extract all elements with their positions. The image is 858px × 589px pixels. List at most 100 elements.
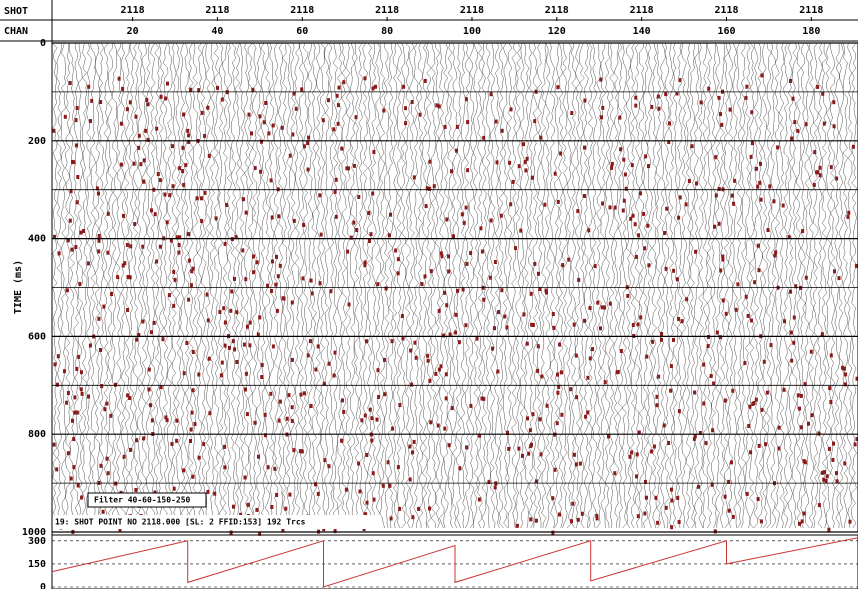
panel-tick-label: 0: [40, 582, 46, 589]
wiggle-fill: [114, 382, 117, 387]
wiggle-fill: [74, 143, 78, 148]
wiggle-fill: [754, 397, 758, 402]
wiggle-fill: [596, 300, 600, 305]
wiggle-trace: [562, 42, 568, 529]
wiggle-fill: [728, 107, 732, 112]
wiggle-fill: [643, 246, 647, 251]
wiggle-fill: [248, 320, 252, 325]
wiggle-fill: [365, 339, 369, 344]
wiggle-fill: [409, 348, 413, 353]
wiggle-fill: [755, 166, 758, 171]
wiggle-fill: [270, 259, 274, 264]
wiggle-fill: [189, 439, 192, 443]
wiggle-trace: [69, 42, 75, 529]
wiggle-trace: [145, 42, 152, 529]
wiggle-fill: [175, 418, 179, 423]
wiggle-trace: [787, 42, 793, 529]
wiggle-fill: [376, 368, 380, 373]
wiggle-fill: [667, 140, 671, 145]
wiggle-fill: [408, 477, 412, 482]
wiggle-fill: [495, 160, 499, 165]
wiggle-fill: [588, 356, 592, 361]
wiggle-fill: [327, 98, 330, 103]
wiggle-fill: [509, 202, 513, 207]
wiggle-trace: [757, 42, 764, 529]
wiggle-fill: [574, 462, 578, 467]
wiggle-fill: [650, 449, 654, 454]
wiggle-fill: [316, 491, 320, 496]
wiggle-fill: [508, 160, 512, 165]
wiggle-fill: [360, 418, 364, 423]
wiggle-fill: [743, 361, 747, 365]
wiggle-trace: [81, 42, 88, 529]
wiggle-fill: [634, 95, 638, 100]
wiggle-trace: [303, 42, 309, 529]
wiggle-fill: [560, 370, 563, 375]
wiggle-fill: [193, 422, 197, 426]
wiggle-trace: [400, 42, 407, 529]
wiggle-fill: [456, 288, 460, 293]
wiggle-fill: [793, 120, 797, 125]
wiggle-fill: [527, 451, 531, 456]
wiggle-fill: [559, 151, 563, 156]
wiggle-fill: [417, 506, 421, 511]
wiggle-fill: [253, 166, 257, 170]
wiggle-fill: [677, 520, 681, 524]
wiggle-trace: [137, 42, 143, 529]
wiggle-fill: [577, 277, 581, 282]
wiggle-trace: [120, 42, 126, 529]
wiggle-fill: [757, 443, 761, 448]
wiggle-trace: [647, 42, 653, 529]
wiggle-trace: [596, 42, 602, 529]
wiggle-fill: [142, 436, 146, 441]
wiggle-fill: [413, 340, 417, 345]
wiggle-fill: [383, 392, 387, 397]
wiggle-fill: [759, 519, 763, 524]
wiggle-fill: [121, 263, 125, 268]
wiggle-fill: [122, 213, 125, 218]
wiggle-fill: [270, 215, 274, 220]
wiggle-fill: [72, 465, 76, 470]
wiggle-trace: [201, 42, 207, 529]
wiggle-fill: [551, 496, 555, 501]
wiggle-fill: [639, 315, 643, 320]
panel-line: [51, 537, 858, 588]
wiggle-fill: [731, 388, 735, 393]
wiggle-fill: [580, 511, 584, 516]
wiggle-fill: [570, 111, 574, 115]
wiggle-fill: [190, 410, 194, 415]
wiggle-fill: [796, 128, 800, 133]
wiggle-fill: [835, 176, 839, 181]
wiggle-fill: [187, 232, 190, 237]
wiggle-fill: [524, 168, 528, 173]
wiggle-fill: [750, 318, 753, 323]
wiggle-fill: [205, 292, 209, 297]
wiggle-fill: [517, 164, 521, 169]
wiggle-fill: [260, 375, 264, 379]
wiggle-trace: [362, 42, 368, 529]
wiggle-trace: [617, 42, 624, 529]
wiggle-fill: [156, 172, 160, 176]
wiggle-fill: [570, 519, 573, 524]
wiggle-fill: [258, 315, 262, 320]
wiggle-trace: [332, 42, 339, 529]
wiggle-fill: [244, 210, 248, 215]
wiggle-trace: [366, 42, 373, 529]
wiggle-fill: [831, 457, 835, 462]
wiggle-fill: [829, 165, 833, 170]
y-tick-label: 800: [28, 429, 46, 440]
wiggle-fill: [53, 234, 56, 239]
wiggle-fill: [817, 503, 821, 508]
wiggle-fill: [435, 103, 439, 108]
wiggle-fill: [782, 387, 786, 392]
wiggle-trace: [167, 42, 173, 529]
wiggle-trace: [727, 42, 734, 529]
wiggle-fill: [363, 260, 367, 265]
wiggle-fill: [551, 312, 555, 316]
wiggle-trace: [634, 42, 641, 529]
wiggle-fill: [437, 367, 441, 372]
wiggle-fill: [244, 387, 247, 392]
wiggle-trace: [515, 42, 522, 529]
wiggle-fill: [292, 91, 296, 96]
wiggle-trace: [51, 42, 58, 529]
